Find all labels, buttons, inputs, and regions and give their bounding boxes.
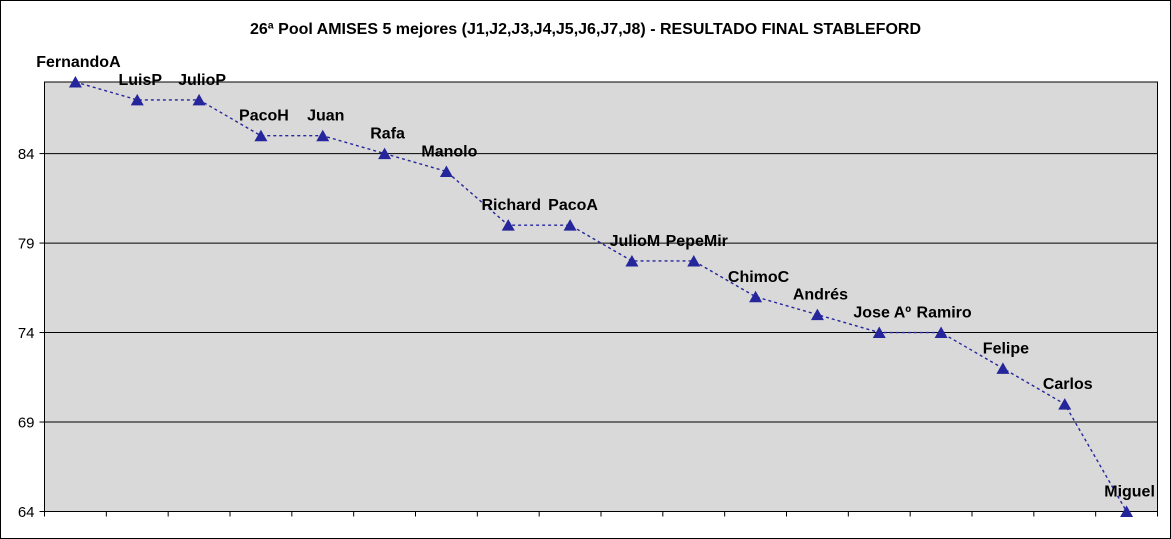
data-point-marker-Richard xyxy=(501,219,515,231)
data-point-marker-Carlos xyxy=(1058,398,1072,410)
point-label-FernandoA: FernandoA xyxy=(36,54,121,71)
data-point-marker-PacoA xyxy=(563,219,577,231)
point-label-Richard: Richard xyxy=(481,197,541,214)
y-tick-label-84: 84 xyxy=(18,146,35,163)
data-point-marker-Miguel xyxy=(1120,505,1134,517)
data-point-marker-Manolo xyxy=(439,165,453,177)
data-point-marker-JulioM xyxy=(625,254,639,267)
y-tick-label-74: 74 xyxy=(18,325,35,342)
data-point-marker-JulioP xyxy=(192,93,206,106)
point-label-Juan: Juan xyxy=(307,108,344,125)
data-point-marker-Juan xyxy=(316,129,330,142)
data-point-marker-PacoH xyxy=(254,129,268,142)
data-point-marker-Jose Aº xyxy=(872,326,886,339)
point-label-JulioP: JulioP xyxy=(178,72,226,89)
point-label-PacoA: PacoA xyxy=(548,197,598,214)
data-point-marker-FernandoA xyxy=(68,76,82,88)
point-label-JulioM: JulioM xyxy=(610,233,661,250)
plot-background xyxy=(44,81,1158,512)
point-label-Carlos: Carlos xyxy=(1043,376,1093,393)
point-label-Miguel: Miguel xyxy=(1104,484,1155,501)
point-label-PepeMir: PepeMir xyxy=(666,233,728,250)
data-point-marker-PepeMir xyxy=(687,254,701,267)
chart-title: 26ª Pool AMISES 5 mejores (J1,J2,J3,J4,J… xyxy=(249,21,921,38)
y-tick-label-69: 69 xyxy=(18,414,35,431)
data-point-marker-Rafa xyxy=(378,147,392,160)
point-label-PacoH: PacoH xyxy=(239,108,289,125)
point-label-Ramiro: Ramiro xyxy=(917,305,972,322)
point-label-Jose Aº: Jose Aº xyxy=(853,305,911,322)
data-point-marker-ChimoC xyxy=(749,290,763,303)
point-label-Rafa: Rafa xyxy=(370,126,405,143)
point-label-LuisP: LuisP xyxy=(118,72,162,89)
data-point-marker-Ramiro xyxy=(934,326,948,339)
y-tick-label-79: 79 xyxy=(18,235,35,252)
point-label-ChimoC: ChimoC xyxy=(728,269,790,286)
point-label-Andrés: Andrés xyxy=(793,287,848,304)
y-tick-label-64: 64 xyxy=(18,504,35,521)
data-point-marker-Andrés xyxy=(810,308,824,321)
point-label-Felipe: Felipe xyxy=(983,340,1029,357)
data-point-marker-Felipe xyxy=(996,362,1010,374)
data-point-marker-LuisP xyxy=(130,93,144,106)
point-label-Manolo: Manolo xyxy=(421,143,477,160)
